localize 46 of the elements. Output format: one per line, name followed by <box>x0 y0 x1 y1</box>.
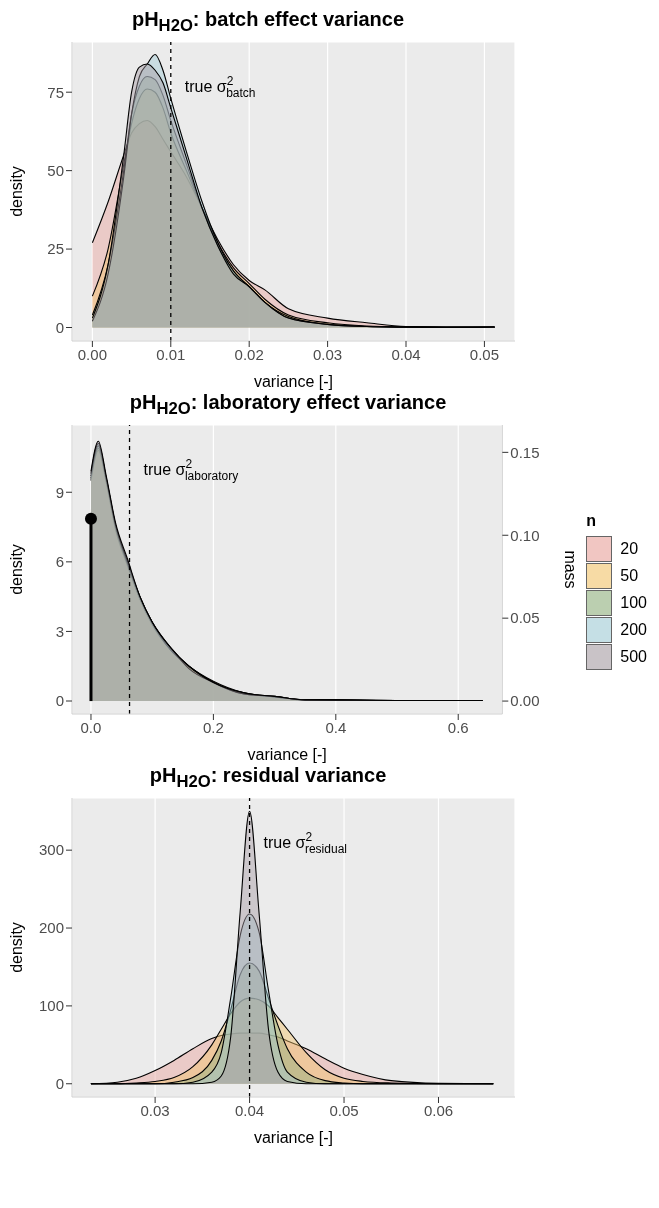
x-tick-label: 0.04 <box>391 345 421 363</box>
y-axis-title: density <box>7 544 25 595</box>
x-tick-label: 0.03 <box>313 345 343 363</box>
y-axis-title: density <box>7 922 25 973</box>
y-tick-label: 50 <box>47 161 64 179</box>
x-tick-label: 0.06 <box>423 1101 454 1119</box>
y2-tick-label: 0.10 <box>510 526 540 544</box>
y2-tick-label: 0.05 <box>510 609 540 627</box>
legend-label: 500 <box>620 648 647 666</box>
y-tick-label: 0 <box>55 318 64 336</box>
y2-axis-title: mass <box>561 550 579 589</box>
x-tick-label: 0.0 <box>80 718 102 736</box>
x-tick-label: 0.00 <box>77 345 107 363</box>
y2-tick-label: 0.00 <box>510 692 540 710</box>
y-tick-label: 100 <box>38 997 64 1015</box>
legend-label: 20 <box>620 540 639 558</box>
y2-tick-label: 0.15 <box>510 443 540 461</box>
y-tick-label: 200 <box>38 919 64 937</box>
x-tick-label: 0.05 <box>469 345 500 363</box>
y-axis-title: density <box>7 166 25 217</box>
chart-title: pH$_{H2O}$: batch effect variance <box>130 8 406 36</box>
x-axis-title: variance [-] <box>253 373 334 390</box>
y-tick-label: 25 <box>47 240 64 258</box>
x-axis-title: variance [-] <box>253 1129 334 1146</box>
x-tick-label: 0.4 <box>325 718 347 736</box>
legend-label: 200 <box>620 621 647 639</box>
y-tick-label: 0 <box>55 692 64 710</box>
x-tick-label: 0.2 <box>202 718 224 736</box>
y-tick-label: 9 <box>55 483 64 501</box>
x-axis-title: variance [-] <box>247 746 327 763</box>
y-tick-label: 6 <box>55 553 64 571</box>
y-tick-label: 75 <box>47 83 64 101</box>
x-tick-label: 0.05 <box>329 1101 359 1119</box>
x-tick-label: 0.03 <box>140 1101 170 1119</box>
y-tick-label: 0 <box>55 1075 64 1093</box>
x-tick-label: 0.04 <box>234 1101 265 1119</box>
x-tick-label: 0.6 <box>447 718 469 736</box>
legend-title: n <box>586 512 598 530</box>
chart-title: pH$_{H2O}$: laboratory effect variance <box>128 391 448 419</box>
legend-label: 50 <box>620 567 639 585</box>
legend-label: 100 <box>620 594 647 612</box>
y-tick-label: 300 <box>38 841 64 859</box>
x-tick-label: 0.01 <box>156 345 186 363</box>
y-tick-label: 3 <box>55 622 64 640</box>
chart-title: pH$_{H2O}$: residual variance <box>148 764 388 792</box>
x-tick-label: 0.02 <box>234 345 264 363</box>
